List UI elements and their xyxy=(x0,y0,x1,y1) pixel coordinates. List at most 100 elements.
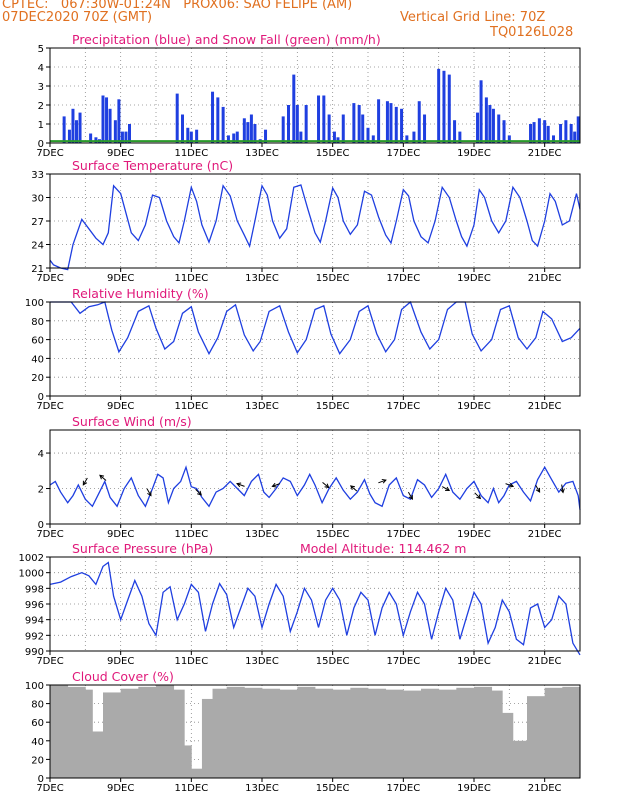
precip-bar xyxy=(484,97,488,143)
x-tick-label: 9DEC xyxy=(107,401,134,412)
y-tick-label: 3 xyxy=(38,82,44,93)
x-tick-label: 15DEC xyxy=(316,148,350,159)
x-tick-label: 9DEC xyxy=(107,529,134,540)
cloud-bar xyxy=(456,687,475,778)
precip-bar xyxy=(120,131,124,143)
y-tick-label: 4 xyxy=(38,63,44,74)
panel-1: 0 1 2 3 4 5 7DEC 9DEC 11DEC 13DEC 15DEC 17DEC 19DEC 2… xyxy=(36,32,581,159)
cloud-bar xyxy=(474,686,493,778)
x-tick-label: 21DEC xyxy=(528,529,562,540)
x-tick-label: 7DEC xyxy=(36,148,63,159)
x-tick-label: 19DEC xyxy=(457,148,491,159)
wind-arrow xyxy=(99,474,107,481)
panel-4: 0 2 4 7DEC 9DEC 11DEC 13DEC 15DEC 17DEC 19DEC 21DE… xyxy=(36,414,581,540)
cloud-bar xyxy=(156,685,175,778)
precip-bar xyxy=(497,114,501,143)
y-tick-label: 992 xyxy=(25,631,44,642)
wind-arrow xyxy=(407,491,413,500)
cloud-bar xyxy=(201,698,213,778)
precip-bar xyxy=(317,95,321,143)
y-tick-label: 1002 xyxy=(19,553,44,564)
precip-bar xyxy=(249,114,253,143)
cloud-bar xyxy=(138,686,157,778)
precip-bar xyxy=(412,131,416,143)
x-tick-label: 11DEC xyxy=(174,401,208,412)
precip-bar xyxy=(117,99,121,143)
precip-bar xyxy=(253,124,257,143)
wind-arrow-head xyxy=(271,482,277,488)
y-tick-label: 40 xyxy=(31,354,44,365)
cloud-bar xyxy=(184,745,192,778)
precip-bar xyxy=(299,131,303,143)
y-tick-label: 990 xyxy=(25,647,44,658)
cloud-bar xyxy=(403,690,422,778)
y-tick-label: 2 xyxy=(38,485,44,496)
x-tick-label: 15DEC xyxy=(316,401,350,412)
wind-arrow-head xyxy=(408,494,413,500)
y-tick-label: 0 xyxy=(38,392,44,403)
precip-bar xyxy=(181,114,184,143)
precip-bar xyxy=(101,95,105,143)
cloud-bar xyxy=(50,685,69,778)
cloud-bar xyxy=(173,689,185,778)
precip-bar xyxy=(377,99,381,143)
precip-bar xyxy=(537,118,541,143)
x-tick-label: 7DEC xyxy=(36,783,63,794)
precip-bar xyxy=(341,114,345,143)
x-tick-label: 11DEC xyxy=(174,148,208,159)
x-tick-label: 19DEC xyxy=(457,273,491,284)
y-tick-label: 40 xyxy=(31,737,44,748)
precip-bar xyxy=(405,135,409,143)
y-tick-label: 100 xyxy=(25,681,44,692)
panel-title: Cloud Cover (%) xyxy=(72,669,174,684)
precip-bar xyxy=(507,135,511,143)
precip-bar xyxy=(437,68,441,143)
precip-bar xyxy=(105,97,109,143)
y-tick-label: 5 xyxy=(38,44,44,55)
series-line xyxy=(50,300,581,356)
panel-title: Surface Temperature (nC) xyxy=(72,158,233,173)
panel-6: 0 20 40 60 80 100 7DEC 9DEC 11DEC 13DEC 15DEC 17DEC… xyxy=(25,669,581,794)
y-tick-label: 30 xyxy=(31,194,44,205)
precip-bar xyxy=(281,116,285,143)
precip-bar xyxy=(232,133,236,143)
precip-bar xyxy=(394,106,398,143)
y-tick-label: 0 xyxy=(38,520,44,531)
precip-bar xyxy=(569,124,573,143)
precip-bar xyxy=(532,122,536,143)
wind-arrow xyxy=(350,485,358,492)
precip-bar xyxy=(71,108,75,143)
y-tick-label: 60 xyxy=(31,718,44,729)
precip-bar xyxy=(447,74,451,143)
precip-bar xyxy=(502,120,506,143)
precip-bar xyxy=(352,103,356,143)
precip-bar xyxy=(552,135,555,143)
precip-bar xyxy=(89,133,93,143)
precip-bar xyxy=(529,124,533,143)
precip-bar xyxy=(128,124,131,143)
y-tick-label: 4 xyxy=(38,449,44,460)
panel-subtitle: Model Altitude: 114.462 m xyxy=(300,541,466,556)
cloud-bar xyxy=(244,687,263,778)
precip-bar xyxy=(287,105,290,143)
y-tick-label: 1000 xyxy=(19,569,44,580)
x-tick-label: 9DEC xyxy=(107,783,134,794)
x-tick-label: 13DEC xyxy=(245,783,279,794)
y-tick-label: 21 xyxy=(31,264,44,275)
precip-bar xyxy=(442,70,446,143)
cloud-bar xyxy=(502,712,514,778)
panel-frame xyxy=(49,429,581,525)
precip-bar xyxy=(488,105,492,143)
panel-title: Relative Humidity (%) xyxy=(72,286,209,301)
wind-arrow-head xyxy=(324,483,330,489)
wind-arrow xyxy=(505,483,514,487)
precip-bar xyxy=(546,125,550,143)
vertical-grid-note: Vertical Grid Line: 70Z xyxy=(400,10,546,25)
model-id: TQ0126L028 xyxy=(490,25,574,40)
x-tick-label: 9DEC xyxy=(107,656,134,667)
precip-bar xyxy=(417,101,421,143)
x-tick-label: 9DEC xyxy=(107,273,134,284)
cloud-bar xyxy=(85,689,93,778)
x-tick-label: 11DEC xyxy=(174,273,208,284)
y-tick-label: 80 xyxy=(31,700,44,711)
